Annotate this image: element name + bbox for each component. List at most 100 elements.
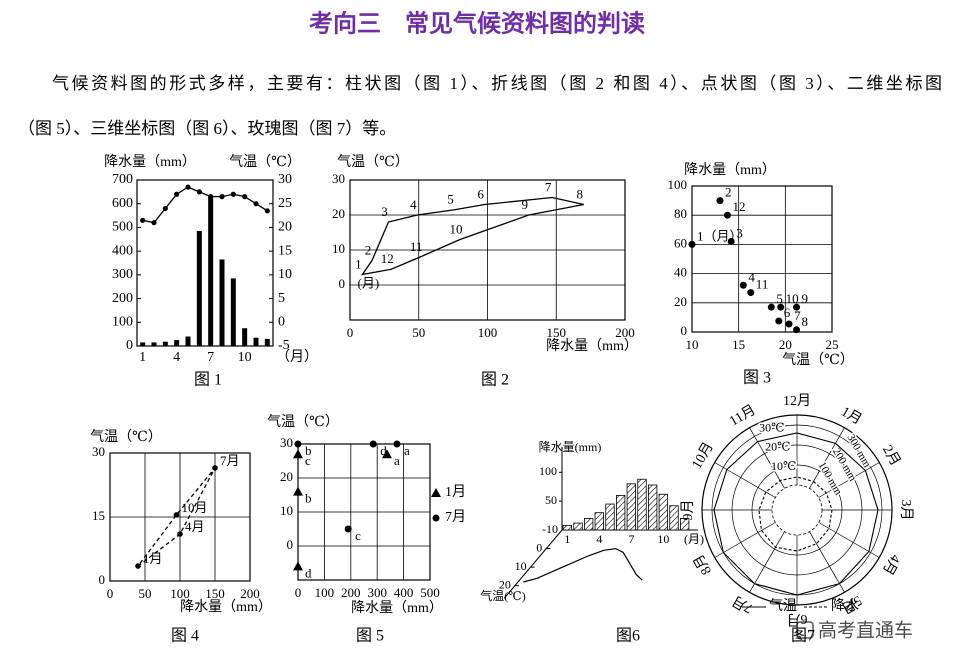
bar xyxy=(230,278,236,346)
line-point xyxy=(140,217,146,223)
point-marker xyxy=(688,240,696,248)
point-label: d xyxy=(305,565,312,580)
point-marker xyxy=(777,303,785,311)
y-axis-label: 降水量（mm） xyxy=(684,162,776,178)
z-tick-label: 10 xyxy=(515,559,527,573)
x-tick-label: 100 xyxy=(478,325,498,340)
line xyxy=(142,186,268,224)
line xyxy=(360,196,584,276)
line-point xyxy=(185,184,191,190)
point-label: d xyxy=(380,443,387,458)
bar xyxy=(669,505,679,531)
line-point xyxy=(208,194,214,200)
bar xyxy=(594,512,604,531)
category-label: 7月 xyxy=(730,592,756,616)
y-tick-label: 30 xyxy=(280,435,293,450)
y-tick-label: 50 xyxy=(545,493,557,507)
y2-axis-label: 气温（℃） xyxy=(229,154,301,170)
y-tick-label: 15 xyxy=(92,508,105,523)
x-tick-label: 20 xyxy=(779,337,792,352)
spoke xyxy=(818,462,880,498)
bar xyxy=(605,503,615,531)
y2-tick-label: 10 xyxy=(278,267,292,282)
x-tick-label: 500 xyxy=(420,585,440,600)
point-label: 8 xyxy=(577,186,584,201)
figure-caption: 图 4 xyxy=(171,628,199,645)
bar xyxy=(264,338,270,346)
x-unit-label: (月) xyxy=(684,532,704,546)
y-tick-label: 500 xyxy=(112,220,133,235)
line-point xyxy=(242,194,248,200)
point-marker xyxy=(793,326,801,334)
point-label: 5 xyxy=(447,192,454,207)
bar xyxy=(174,340,180,346)
z-tick-label: 20 xyxy=(499,577,511,591)
r-tick-label: 20℃ xyxy=(765,440,790,454)
x-tick-label: 4 xyxy=(173,350,180,365)
r-tick-label: 30℃ xyxy=(759,421,784,435)
y-tick-label: 10 xyxy=(280,503,293,518)
y2-tick-label: 25 xyxy=(278,196,292,211)
point-label: b xyxy=(305,491,312,506)
inner-ring xyxy=(771,484,823,536)
legend-marker xyxy=(432,514,440,522)
x-tick-label: 50 xyxy=(412,325,425,340)
bar xyxy=(616,494,626,531)
y-tick-label: 0 xyxy=(126,338,133,353)
x-tick-label: 0 xyxy=(107,586,114,601)
x-axis-label: 降水量（mm） xyxy=(546,338,638,354)
point-marker xyxy=(775,317,783,325)
y-axis-label: 气温（℃） xyxy=(337,154,409,170)
y-tick-label: 40 xyxy=(674,265,687,280)
point-marker xyxy=(344,525,352,533)
point-label: 1月 xyxy=(143,551,163,566)
figure-caption: 图7 xyxy=(791,628,815,645)
x-tick-label: 150 xyxy=(547,325,567,340)
category-label: 6月 xyxy=(787,611,808,627)
point-label: a xyxy=(394,453,400,468)
y2-tick-label: 5 xyxy=(278,291,285,306)
z-tick-label: -10 xyxy=(542,522,558,536)
x-tick-label: 100 xyxy=(315,585,335,600)
bar xyxy=(680,518,690,531)
point-label: 9 xyxy=(522,197,529,212)
figure-caption: 图 1 xyxy=(194,372,222,389)
y-axis-label: 气温（℃） xyxy=(267,414,339,430)
x-tick-label: 0 xyxy=(347,325,354,340)
bar xyxy=(185,336,191,346)
spoke xyxy=(809,531,845,593)
category-label: 8月 xyxy=(691,551,715,577)
point-marker xyxy=(381,449,392,459)
x-tick-label: 25 xyxy=(826,337,839,352)
x-tick-label: 7 xyxy=(628,532,634,546)
legend-label: 降水 xyxy=(831,598,859,614)
legend-label: 气温 xyxy=(769,598,797,614)
point-marker xyxy=(294,440,302,448)
point-label: 3 xyxy=(736,225,743,240)
grid-ring xyxy=(751,464,843,556)
category-label: 4月 xyxy=(879,551,903,577)
point-label: c xyxy=(305,453,311,468)
y2-tick-label: -5 xyxy=(278,338,290,353)
spoke xyxy=(749,531,785,593)
temperature-curve xyxy=(523,547,643,583)
y-tick-label: 30 xyxy=(92,444,105,459)
y-tick-label: 10 xyxy=(332,241,345,256)
point-label: 4 xyxy=(410,197,417,212)
page-title: 考向三 常见气候资料图的判读 xyxy=(309,10,645,38)
point-marker xyxy=(723,211,731,219)
point-label: 1 xyxy=(355,256,362,271)
line-point xyxy=(264,208,270,214)
point-marker xyxy=(293,449,303,459)
watermark-icon xyxy=(796,621,814,639)
point-marker xyxy=(767,303,775,311)
point-label: 12 xyxy=(381,251,394,266)
bar xyxy=(162,341,168,346)
point-label: 2 xyxy=(725,185,732,200)
x-tick-label: 50 xyxy=(139,586,152,601)
figure-caption: 图 5 xyxy=(356,628,384,645)
point-label: 8 xyxy=(802,314,809,329)
y-axis-label: 气温（℃） xyxy=(90,429,162,445)
bar xyxy=(253,337,259,346)
